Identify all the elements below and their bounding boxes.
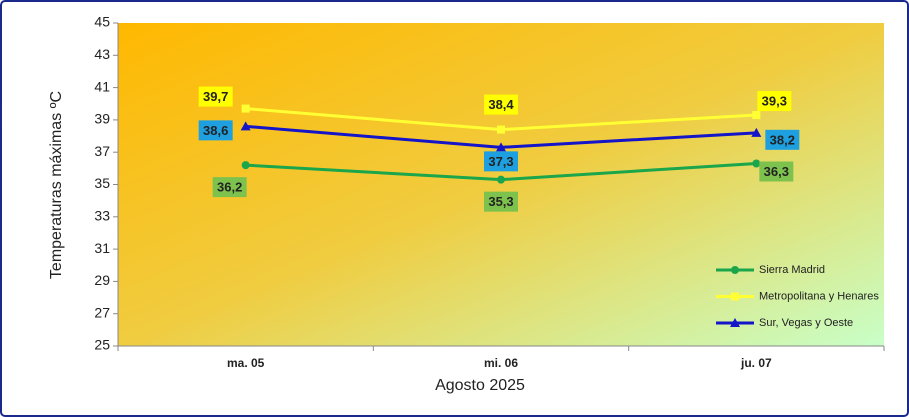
y-tick-label: 41 (94, 78, 110, 94)
data-label-box (212, 177, 247, 198)
point (496, 142, 506, 152)
data-label-box (198, 120, 233, 141)
data-label-box (757, 91, 792, 112)
y-tick-label: 27 (94, 304, 110, 320)
point (752, 111, 761, 120)
y-tick-label: 39 (94, 111, 110, 127)
legend-label: Sur, Vegas y Oeste (759, 317, 853, 329)
x-tick-label: ju. 07 (740, 356, 772, 370)
y-tick-label: 35 (94, 175, 110, 191)
y-axis-title: Temperaturas máximas ºC (48, 91, 65, 279)
legend-marker (731, 292, 739, 301)
data-label: 38,2 (770, 132, 795, 147)
y-tick-label: 25 (94, 337, 110, 353)
x-axis-title: Agosto 2025 (435, 377, 525, 394)
data-label: 39,3 (762, 93, 787, 108)
y-tick-label: 33 (94, 208, 110, 224)
legend-marker (730, 318, 740, 327)
data-label-box (484, 151, 518, 172)
legend-label: Sierra Madrid (759, 264, 825, 276)
data-label-box (759, 161, 794, 182)
data-label-box (765, 129, 800, 150)
data-label: 38,6 (203, 123, 228, 138)
data-label: 36,2 (217, 180, 242, 195)
data-label-box (484, 191, 518, 212)
point (497, 125, 505, 134)
legend-marker (731, 266, 739, 274)
point (752, 159, 761, 168)
legend-label: Metropolitana y Henares (759, 290, 879, 302)
data-label: 39,7 (203, 89, 228, 104)
data-label: 35,3 (488, 194, 513, 209)
y-tick-label: 43 (94, 46, 110, 62)
data-label-box (484, 94, 518, 115)
point (497, 175, 505, 184)
y-tick-label: 31 (94, 240, 110, 256)
point (241, 104, 250, 113)
data-label: 37,3 (488, 154, 513, 169)
y-tick-label: 29 (94, 272, 110, 288)
x-tick-label: ma. 05 (227, 356, 265, 370)
point (240, 121, 251, 131)
point (751, 127, 762, 137)
point (241, 161, 250, 170)
x-tick-label: mi. 06 (484, 356, 518, 370)
y-tick-label: 37 (94, 143, 110, 159)
data-label: 38,4 (488, 97, 514, 112)
data-label-box (198, 86, 233, 107)
y-tick-label: 45 (94, 14, 110, 30)
data-label: 36,3 (764, 164, 789, 179)
